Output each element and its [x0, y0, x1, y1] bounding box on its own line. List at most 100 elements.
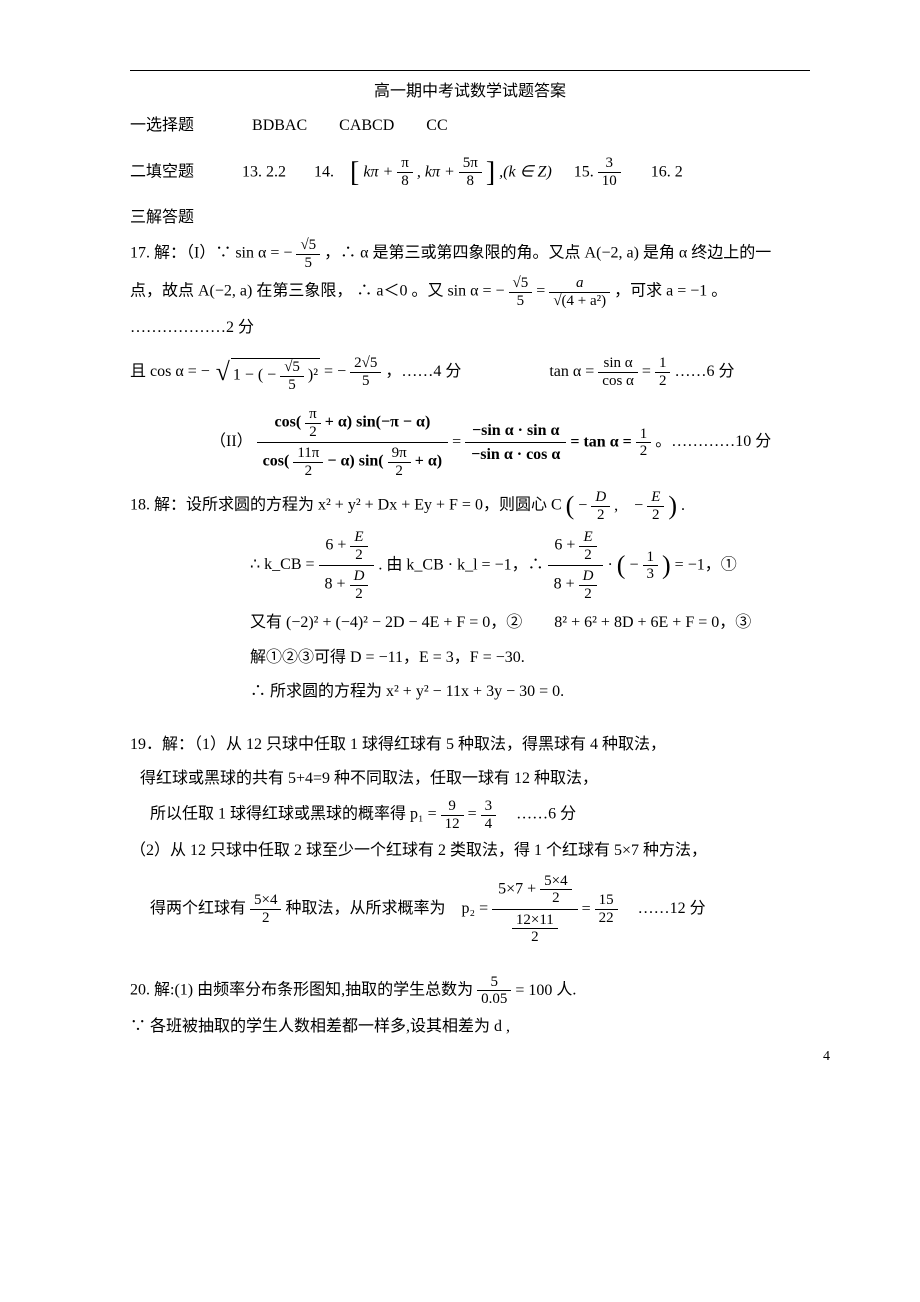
q20-eq: = 100: [515, 982, 552, 999]
q17-score2: ………………2 分: [130, 313, 810, 343]
q17-line2-a: 点，故点 A(−2, a) 在第三象限， ∴ a＜0 。又 sin α = −: [130, 283, 505, 300]
frac-den: 2: [636, 443, 652, 460]
q19-l5-a: 得两个红球有: [150, 900, 250, 917]
q20-head: 20. 解:(1) 由频率分布条形图知,抽取的学生总数为: [130, 981, 477, 998]
frac-den: 8: [397, 173, 413, 190]
inner-frac: 9π 2: [388, 445, 411, 479]
q20-frac: 5 0.05: [477, 974, 511, 1008]
frac-den: 8 + D 2: [319, 566, 375, 604]
q19-line1: 19．解：（1）从 12 只球中任取 1 球得红球有 5 种取法，得黑球有 4 …: [130, 730, 810, 760]
frac-den: 12: [441, 816, 464, 833]
frac-den: 2: [512, 929, 558, 946]
frac-num: 12×11: [512, 912, 558, 930]
q17-II-tail: 。…………10 分: [655, 434, 771, 451]
q17-cos-line: 且 cos α = − 1 − ( − √5 5 )² = − 2√5 5 ，……: [130, 348, 810, 397]
frac-den: 2: [293, 463, 323, 480]
page-number: 4: [823, 1044, 830, 1071]
frac-num: 2√5: [350, 355, 381, 373]
text: 6 +: [554, 537, 575, 554]
frac-den: cos( 11π 2 − α) sin( 9π 2 + α): [257, 443, 448, 481]
text: 8 +: [325, 576, 346, 593]
text: − α) sin(: [327, 453, 383, 470]
text: + α) sin(−π − α): [325, 414, 431, 431]
q18-line1: 18. 解：设所求圆的方程为 x² + y² + Dx + Ey + F = 0…: [130, 489, 810, 523]
q18-mid1: . 由 k_CB · k_l = −1，∴: [378, 557, 543, 574]
q15-label: 15.: [574, 163, 594, 180]
frac-num: 9π: [388, 445, 411, 463]
frac-den: 4: [481, 816, 497, 833]
q17-II: （II） cos( π 2 + α) sin(−π − α) cos( 11π …: [210, 404, 810, 481]
q19-l5-eq: =: [582, 900, 595, 917]
q17-line1-tail: ，∴ α 是第三或第四象限的角。又点 A(−2, a) 是角 α 终边上的一: [324, 245, 771, 262]
q17-cos-head: 且 cos α = −: [130, 363, 210, 380]
q17-sin-frac2: √5 5: [509, 275, 533, 309]
frac-den: 22: [595, 910, 618, 927]
frac-num: √5: [509, 275, 533, 293]
q17-cos-tail: ，……4 分: [385, 363, 461, 380]
q18-third: 1 3: [643, 549, 659, 583]
q20-line2: ∵ 各班被抽取的学生人数相差都一样多,设其相差为 d ,: [130, 1012, 810, 1042]
frac-den: 8: [459, 173, 482, 190]
frac-num: cos( π 2 + α) sin(−π − α): [257, 404, 448, 443]
q14-tail: ,(k ∈ Z): [499, 163, 552, 180]
frac-num: 1: [655, 355, 671, 373]
sqrt-icon: 1 − ( − √5 5 )²: [214, 348, 320, 397]
frac-den: 5: [350, 373, 381, 390]
frac-num: sin α: [598, 355, 638, 373]
q18-line2: ∴ k_CB = 6 + E 2 8 + D 2 . 由 k_CB · k_l …: [250, 527, 810, 604]
text: cos(: [263, 453, 290, 470]
paren-left-icon: (: [566, 491, 575, 520]
q19-line3: 所以任取 1 球得红球或黑球的概率得 p₁ = 9 12 = 3 4 ……6 分: [150, 798, 810, 832]
q14-expr-right: kπ +: [425, 163, 455, 180]
bracket-left-icon: [: [350, 157, 359, 188]
paren-right-icon: ): [662, 551, 671, 580]
q17-cos-frac: √5 5: [280, 359, 304, 393]
q17-tan-res: 1 2: [655, 355, 671, 389]
q17-line2-eq: =: [536, 283, 549, 300]
frac-num: 5×4: [540, 873, 571, 891]
q17-tan-head: tan α =: [549, 363, 598, 380]
header-rule: [130, 70, 810, 71]
q19-l5-b: 种取法，从所求概率为 p₂ =: [285, 900, 492, 917]
q17-II-res: 1 2: [636, 426, 652, 460]
q19-l3-a: 所以任取 1 球得红球或黑球的概率得 p₁ =: [150, 806, 441, 823]
text: 8 +: [554, 576, 575, 593]
frac-den: 2: [579, 586, 598, 603]
q14-frac1: π 8: [397, 155, 413, 189]
q18-center-b: E 2: [647, 489, 664, 523]
q14-expr-left: kπ +: [363, 163, 393, 180]
q18-kcb-frac: 6 + E 2 8 + D 2: [319, 527, 375, 604]
q17-sin-frac: √5 5: [296, 237, 320, 271]
frac-num: 6 + E 2: [319, 527, 375, 566]
inner-frac: D 2: [350, 568, 369, 602]
q13-ans: 2.2: [266, 163, 286, 180]
text: 5×7 +: [498, 880, 540, 897]
text: 6 +: [325, 537, 346, 554]
frac-den: 2: [591, 507, 610, 524]
inner-frac: D 2: [579, 568, 598, 602]
frac-num: 1: [643, 549, 659, 567]
q19-l5-big: 5×7 + 5×4 2 12×11 2: [492, 871, 578, 948]
q19-l3-f1: 9 12: [441, 798, 464, 832]
q17-line2-tail: ，可求 a = −1 。: [614, 283, 727, 300]
q17-line2-frac2: a √(4 + a²): [549, 275, 610, 309]
q19-l5-tail: ……12 分: [622, 900, 706, 917]
inner-frac: 5×4 2: [540, 873, 571, 907]
frac-num: 1: [636, 426, 652, 444]
section3-label: 三解答题: [130, 203, 810, 233]
q18-center-a: D 2: [591, 489, 610, 523]
frac-den: cos α: [598, 373, 638, 390]
section1-label: 一选择题: [130, 117, 194, 134]
q18-head: 18. 解：设所求圆的方程为 x² + y² + Dx + Ey + F = 0…: [130, 497, 562, 514]
frac-num: 5π: [459, 155, 482, 173]
frac-den: 5: [296, 255, 320, 272]
frac-num: 15: [595, 892, 618, 910]
q17-II-eq2: = tan α =: [570, 434, 635, 451]
frac-den: 3: [643, 566, 659, 583]
q17-tan-tail: ……6 分: [674, 363, 734, 380]
q18-line3: 又有 (−2)² + (−4)² − 2D − 4E + F = 0，② 8² …: [250, 608, 810, 638]
q17-II-label: （II）: [210, 434, 253, 451]
frac-num: 11π: [293, 445, 323, 463]
paren-right-icon: ): [668, 491, 677, 520]
frac-num: 9: [441, 798, 464, 816]
